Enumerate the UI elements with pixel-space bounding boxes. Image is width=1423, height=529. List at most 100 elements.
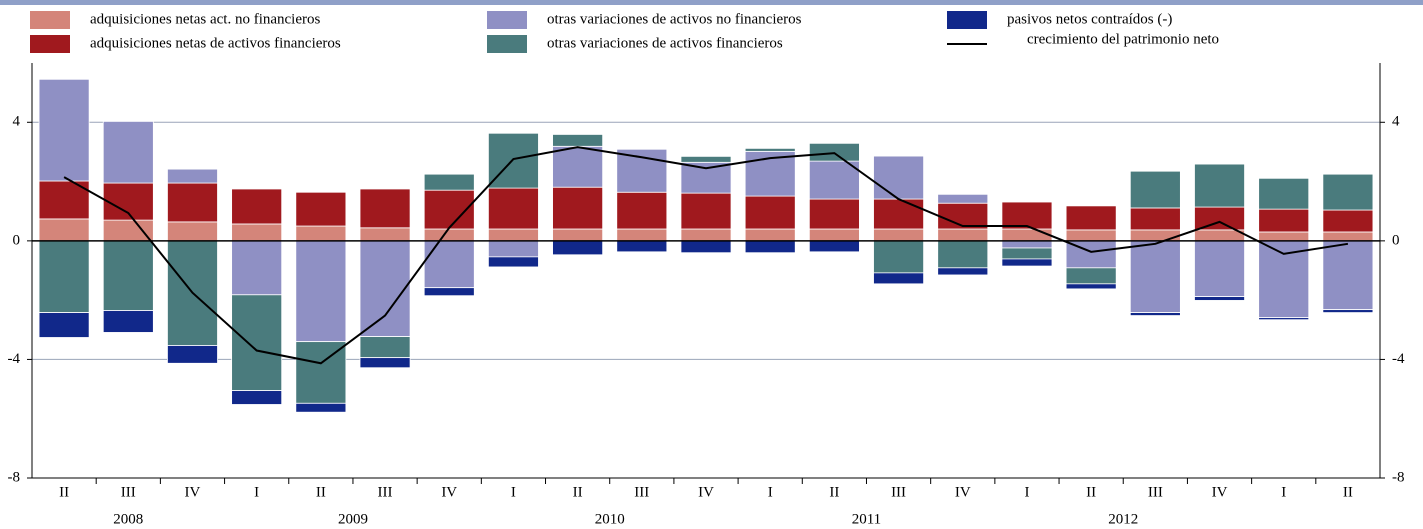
bar-segment xyxy=(552,228,604,242)
bar-segment xyxy=(680,161,732,194)
bar-segment xyxy=(937,267,989,276)
bar-segment xyxy=(744,147,796,152)
bar-segment xyxy=(423,228,475,242)
y2-tick-label: 0 xyxy=(1392,232,1400,248)
legend-label: pasivos netos contraídos (-) xyxy=(1007,11,1172,27)
bar-segment xyxy=(552,186,604,230)
bar-segment xyxy=(873,240,925,274)
bar-segment xyxy=(937,228,989,242)
bar-segment xyxy=(359,357,411,369)
bar-segment xyxy=(1322,231,1374,242)
y2-tick-label: 4 xyxy=(1392,114,1400,130)
bar-segment xyxy=(808,198,860,230)
bar-segment xyxy=(423,173,475,191)
bar-segment xyxy=(744,240,796,254)
bar-segment xyxy=(1322,209,1374,233)
x-tick-label: I xyxy=(254,484,259,500)
bar-segment xyxy=(38,218,90,242)
bar-segment xyxy=(1322,240,1374,311)
bar-segment xyxy=(1065,283,1117,290)
x-tick-label: II xyxy=(573,484,583,500)
bar-segment xyxy=(487,132,539,189)
bar-segment xyxy=(937,202,989,230)
x-tick-label: II xyxy=(1343,484,1353,500)
net-worth-line xyxy=(63,146,1349,365)
y-tick-label: -4 xyxy=(8,351,21,367)
x-tick-label: III xyxy=(634,484,649,500)
bar-segment xyxy=(1129,312,1181,316)
bar-segment xyxy=(38,312,90,338)
legend-label: crecimiento del patrimonio neto xyxy=(1027,31,1219,47)
x-tick-label: I xyxy=(768,484,773,500)
x-tick-label: IV xyxy=(1212,484,1228,500)
bar-segment xyxy=(423,287,475,297)
x-tick-label: IV xyxy=(441,484,457,500)
bar-segment xyxy=(487,228,539,242)
bar-segment xyxy=(167,182,218,223)
bar-segment xyxy=(38,240,90,313)
bar-segment xyxy=(1001,258,1053,267)
x-tick-label: II xyxy=(59,484,69,500)
bar-segment xyxy=(231,294,283,391)
bar-segment xyxy=(359,227,411,242)
x-tick-label: III xyxy=(1148,484,1163,500)
bar-segment xyxy=(680,240,732,254)
bar-segment xyxy=(873,228,925,242)
bar-segment xyxy=(102,310,154,333)
x-tick-label: IV xyxy=(955,484,971,500)
year-label: 2011 xyxy=(852,511,881,527)
top-strip xyxy=(0,0,1423,5)
bar-segment xyxy=(487,256,539,268)
bar-segment xyxy=(1194,296,1245,301)
bar-segment xyxy=(359,336,411,359)
bar-segment xyxy=(1258,240,1310,319)
x-tick-label: IV xyxy=(185,484,201,500)
x-tick-label: I xyxy=(1024,484,1029,500)
year-label: 2008 xyxy=(113,511,143,527)
x-tick-label: IV xyxy=(698,484,714,500)
bar-segment xyxy=(873,155,925,200)
legend-label: adquisiciones netas de activos financier… xyxy=(90,35,341,51)
y2-tick-label: -8 xyxy=(1392,469,1405,485)
bar-segment xyxy=(1194,240,1245,297)
bar-segment xyxy=(1258,317,1310,321)
legend-swatch xyxy=(947,11,987,29)
year-label: 2010 xyxy=(595,511,625,527)
bar-segment xyxy=(359,240,411,338)
bar-segment xyxy=(937,193,989,204)
bar-segment xyxy=(423,240,475,289)
bar-segment xyxy=(616,148,668,193)
x-tick-label: II xyxy=(1086,484,1096,500)
bar-segment xyxy=(167,168,218,184)
bar-segment xyxy=(1258,208,1310,233)
bar-segment xyxy=(552,145,604,188)
legend-swatch xyxy=(30,11,70,29)
x-tick-label: III xyxy=(378,484,393,500)
bar-segment xyxy=(808,240,860,253)
bar-segment xyxy=(1129,229,1181,242)
legend-swatch xyxy=(487,35,527,53)
bar-segment xyxy=(231,390,283,405)
bar-segment xyxy=(359,188,411,229)
y-tick-label: 0 xyxy=(13,232,21,248)
x-tick-label: II xyxy=(829,484,839,500)
bar-segment xyxy=(1065,240,1117,269)
bar-segment xyxy=(1001,228,1053,242)
bar-segment xyxy=(231,223,283,242)
bar-segment xyxy=(552,240,604,256)
bar-segment xyxy=(167,221,218,242)
bar-segment xyxy=(167,345,218,364)
bar-segment xyxy=(295,225,347,242)
legend-label: otras variaciones de activos no financie… xyxy=(547,11,802,27)
x-tick-label: III xyxy=(121,484,136,500)
bar-segment xyxy=(38,78,90,182)
bar-segment xyxy=(616,240,668,253)
legend-label: otras variaciones de activos financieros xyxy=(547,35,783,51)
legend-swatch xyxy=(487,11,527,29)
bar-segment xyxy=(1194,206,1245,231)
bar-segment xyxy=(744,228,796,242)
year-label: 2012 xyxy=(1108,511,1138,527)
x-tick-label: I xyxy=(1281,484,1286,500)
bar-segment xyxy=(1322,173,1374,211)
bar-segment xyxy=(487,187,539,230)
